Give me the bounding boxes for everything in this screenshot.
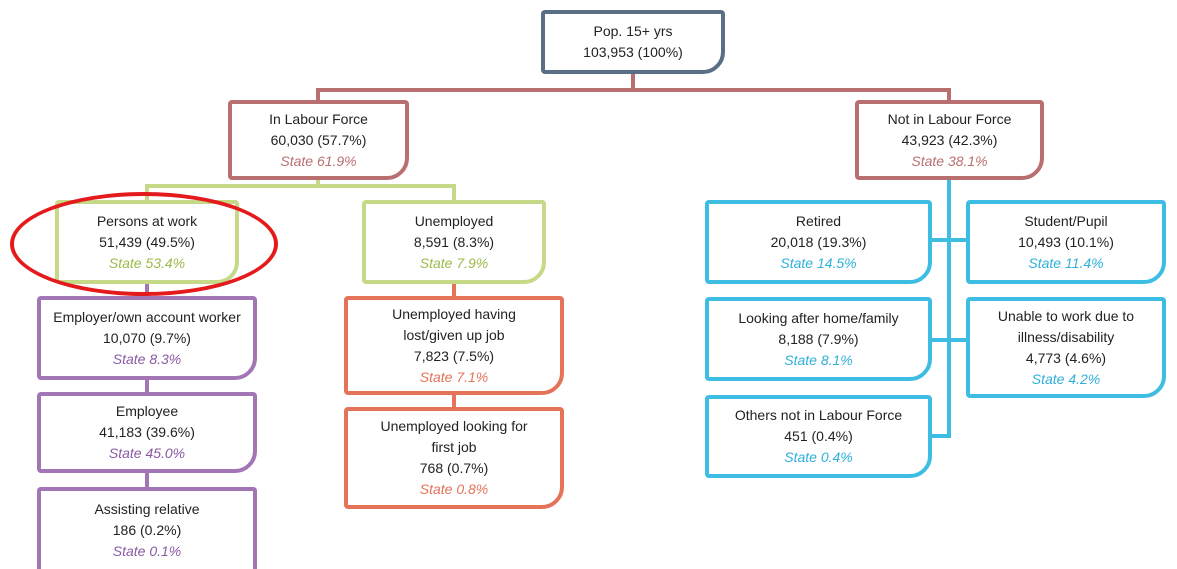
- node-persons-at-work: Persons at work 51,439 (49.5%) State 53.…: [55, 200, 239, 284]
- node-label: Employee: [115, 403, 179, 419]
- node-label-line2: illness/disability: [1017, 328, 1115, 345]
- node-state-share: State 14.5%: [780, 254, 857, 271]
- node-value: 7,823 (7.5%): [413, 347, 495, 364]
- node-value: 60,030 (57.7%): [270, 131, 367, 148]
- node-label: Not in Labour Force: [887, 110, 1012, 127]
- node-retired: Retired 20,018 (19.3%) State 14.5%: [705, 200, 932, 284]
- node-label: Student/Pupil: [1024, 212, 1108, 229]
- node-value: 20,018 (19.3%): [770, 233, 867, 250]
- node-others-not-in-labour-force: Others not in Labour Force 451 (0.4%) St…: [705, 395, 932, 478]
- node-assisting-relative: Assisting relative 186 (0.2%) State 0.1%: [37, 487, 257, 569]
- node-employee: Employee 41,183 (39.6%) State 45.0%: [37, 392, 257, 473]
- not-in-labour-force-connectors: [930, 178, 968, 438]
- node-in-labour-force: In Labour Force 60,030 (57.7%) State 61.…: [228, 100, 409, 180]
- node-label-line1: Unable to work due to: [997, 307, 1135, 324]
- node-label: Others not in Labour Force: [734, 407, 903, 423]
- node-label: In Labour Force: [269, 110, 368, 127]
- node-state-share: State 7.1%: [419, 368, 489, 385]
- node-state-share: State 11.4%: [1028, 254, 1104, 271]
- node-value: 43,923 (42.3%): [901, 131, 998, 148]
- node-label-line1: Unemployed having: [392, 305, 516, 322]
- node-label: Assisting relative: [94, 500, 200, 517]
- node-unable-to-work: Unable to work due to illness/disability…: [966, 297, 1166, 398]
- node-state-share: State 0.4%: [784, 449, 853, 465]
- node-state-share: State 61.9%: [280, 152, 357, 169]
- node-unemployed: Unemployed 8,591 (8.3%) State 7.9%: [362, 200, 546, 284]
- node-label-line2: lost/given up job: [403, 326, 505, 343]
- node-label: Employer/own account worker: [53, 308, 241, 325]
- node-value: 4,773 (4.6%): [1025, 349, 1107, 366]
- node-state-share: State 0.1%: [112, 542, 182, 559]
- root-connectors: [316, 72, 951, 102]
- node-state-share: State 53.4%: [108, 254, 186, 271]
- node-unemployed-lost-job: Unemployed having lost/given up job 7,82…: [344, 296, 564, 395]
- node-label: Unemployed: [414, 212, 494, 229]
- node-value: 10,070 (9.7%): [103, 329, 191, 346]
- node-value: 186 (0.2%): [112, 521, 182, 538]
- node-state-share: State 8.3%: [112, 350, 182, 367]
- labour-force-connectors: [145, 178, 456, 200]
- node-state-share: State 38.1%: [911, 152, 988, 169]
- node-value: 41,183 (39.6%): [99, 424, 195, 440]
- node-state-share: State 4.2%: [1031, 370, 1101, 387]
- node-not-in-labour-force: Not in Labour Force 43,923 (42.3%) State…: [855, 100, 1044, 180]
- node-value: 103,953 (100%): [583, 44, 683, 60]
- node-state-share: State 7.9%: [419, 254, 489, 271]
- node-label: Pop. 15+ yrs: [593, 23, 673, 39]
- node-value: 451 (0.4%): [784, 428, 853, 444]
- node-value: 51,439 (49.5%): [99, 233, 195, 250]
- node-value: 8,591 (8.3%): [413, 233, 495, 250]
- node-student-pupil: Student/Pupil 10,493 (10.1%) State 11.4%: [966, 200, 1166, 284]
- node-looking-after-home: Looking after home/family 8,188 (7.9%) S…: [705, 297, 932, 381]
- node-value: 10,493 (10.1%): [1018, 233, 1114, 250]
- node-value: 8,188 (7.9%): [778, 330, 859, 347]
- node-label: Persons at work: [96, 212, 198, 229]
- node-value: 768 (0.7%): [419, 460, 489, 476]
- node-label-line2: first job: [431, 439, 477, 455]
- node-unemployed-first-job: Unemployed looking for first job 768 (0.…: [344, 407, 564, 509]
- node-label-line1: Unemployed looking for: [380, 418, 528, 434]
- node-label: Retired: [795, 212, 842, 229]
- node-state-share: State 0.8%: [419, 481, 489, 497]
- node-label: Looking after home/family: [738, 309, 899, 326]
- node-state-share: State 8.1%: [784, 351, 853, 368]
- node-employer-own-account: Employer/own account worker 10,070 (9.7%…: [37, 296, 257, 380]
- node-state-share: State 45.0%: [108, 445, 186, 461]
- node-population: Pop. 15+ yrs 103,953 (100%): [541, 10, 725, 74]
